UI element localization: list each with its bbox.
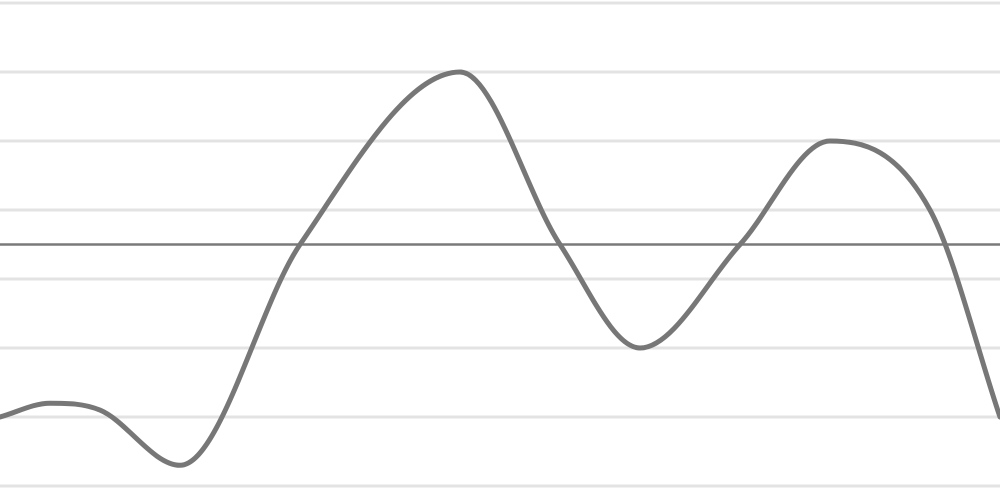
series-line-series-1 xyxy=(0,69,1000,468)
series-group xyxy=(0,69,1000,468)
